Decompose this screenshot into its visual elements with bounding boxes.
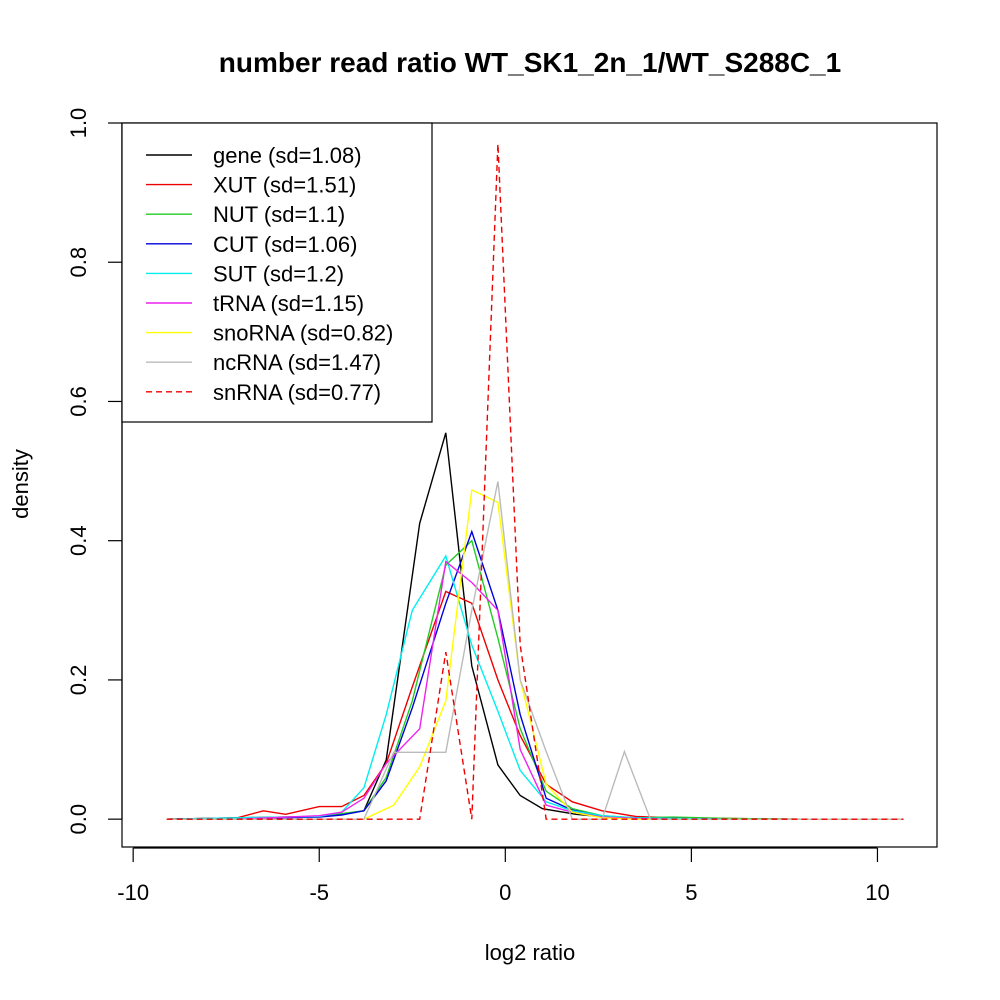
series-line-nut xyxy=(166,539,904,820)
x-tick-label: 0 xyxy=(499,880,511,905)
legend-label-snrna: snRNA (sd=0.77) xyxy=(213,380,381,405)
y-tick-label: 0.6 xyxy=(66,386,91,417)
y-axis: 0.0 0.2 0.4 0.6 0.8 1.0 xyxy=(66,108,123,835)
legend-label-snorna: snoRNA (sd=0.82) xyxy=(213,321,393,346)
x-tick-label: 10 xyxy=(865,880,889,905)
y-tick-label: 0.4 xyxy=(66,525,91,556)
series-layer xyxy=(166,143,904,820)
y-tick-label: 0.8 xyxy=(66,247,91,278)
x-axis-label: log2 ratio xyxy=(485,940,576,965)
series-line-sut xyxy=(166,554,904,820)
legend-box xyxy=(121,122,433,423)
y-tick-label: 0.0 xyxy=(66,804,91,835)
legend-label-nut: NUT (sd=1.1) xyxy=(213,202,345,227)
series-line-snorna xyxy=(166,488,904,820)
x-tick-label: -5 xyxy=(309,880,329,905)
x-tick-label: -10 xyxy=(117,880,149,905)
y-tick-label: 0.2 xyxy=(66,665,91,696)
legend: gene (sd=1.08) XUT (sd=1.51) NUT (sd=1.1) C… xyxy=(121,122,433,423)
y-tick-label: 1.0 xyxy=(66,108,91,139)
series-line-snrna xyxy=(166,143,904,820)
x-tick-label: 5 xyxy=(685,880,697,905)
x-axis: -10 -5 0 5 10 xyxy=(117,847,890,905)
series-line-trna xyxy=(166,560,904,820)
y-axis-label: density xyxy=(8,449,33,519)
legend-label-gene: gene (sd=1.08) xyxy=(213,143,362,168)
series-line-cut xyxy=(166,529,904,820)
legend-label-xut: XUT (sd=1.51) xyxy=(213,173,356,198)
chart-title: number read ratio WT_SK1_2n_1/WT_S288C_1 xyxy=(219,47,841,78)
legend-label-cut: CUT (sd=1.06) xyxy=(213,232,357,257)
legend-label-sut: SUT (sd=1.2) xyxy=(213,261,344,286)
legend-label-ncrna: ncRNA (sd=1.47) xyxy=(213,350,381,375)
series-line-ncrna xyxy=(166,481,904,820)
legend-label-trna: tRNA (sd=1.15) xyxy=(213,291,364,316)
series-line-xut xyxy=(166,590,904,820)
